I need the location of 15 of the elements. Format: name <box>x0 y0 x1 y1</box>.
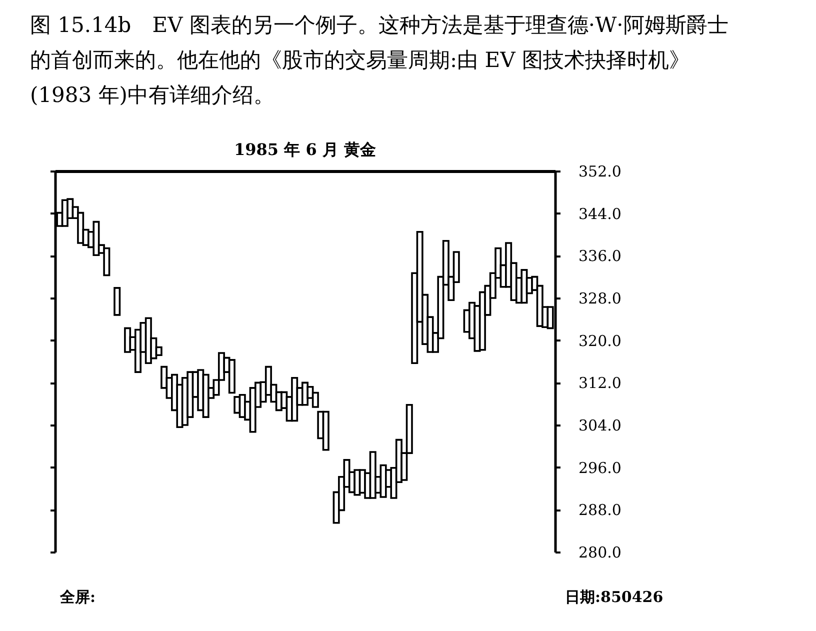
chart-title: 1985 年 6 月 黄金 <box>234 140 376 159</box>
y-tick-label: 352.0 <box>578 162 622 180</box>
y-tick-label: 280.0 <box>578 544 622 562</box>
y-tick-label: 296.0 <box>578 458 622 477</box>
text: 日期:850426 <box>565 588 664 607</box>
y-tick-label: 304.0 <box>578 416 622 434</box>
y-tick-label: 288.0 <box>578 501 622 520</box>
y-tick-label: 328.0 <box>578 290 622 308</box>
bar <box>114 287 121 316</box>
caption: 图 15.14b EV 图表的另一个例子。这种方法是基于理查德·W·阿姆斯爵士的首创而来的。他在他的《股市的交易量周期:由 EV 图技术抉择时机》(1983 年)中有详细介绍。 <box>30 12 730 109</box>
text: 全屏: <box>60 588 96 607</box>
y-tick-label: 312.0 <box>578 374 622 392</box>
y-tick-label: 344.0 <box>578 204 622 223</box>
y-tick-label: 320.0 <box>578 332 622 350</box>
y-tick-label: 336.0 <box>578 247 622 266</box>
